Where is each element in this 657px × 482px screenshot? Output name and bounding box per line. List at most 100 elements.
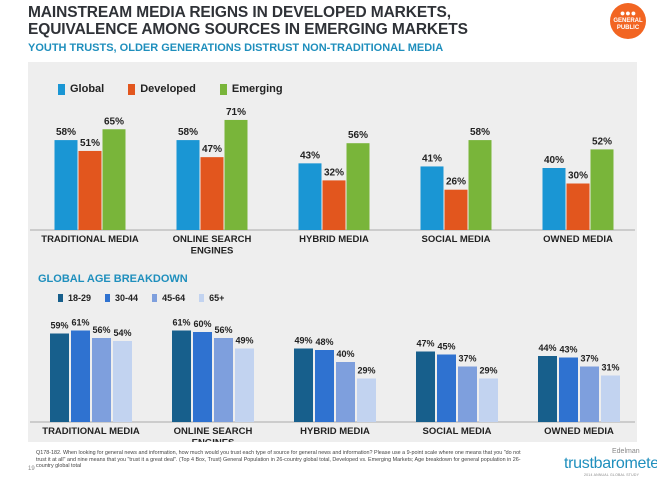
category-label-owned-media: OWNED MEDIA (544, 426, 614, 437)
legend-item-global: Global (58, 83, 104, 95)
bar-developed-owned-media (566, 183, 590, 230)
legend-swatch-18-29 (58, 294, 63, 302)
data-label-18-29-online-search-engines: 61% (172, 318, 190, 328)
legend-swatch-emerging (219, 83, 227, 95)
data-label-developed-traditional-media: 51% (80, 138, 100, 149)
bar-global-hybrid-media (298, 163, 322, 230)
bar-18-29-traditional-media (50, 333, 69, 422)
data-label-18-29-social-media: 47% (416, 339, 434, 349)
data-label-30-44-traditional-media: 61% (71, 318, 89, 328)
data-label-30-44-owned-media: 43% (559, 345, 577, 355)
data-label-emerging-hybrid-media: 56% (348, 130, 368, 141)
legend-item-30-44: 30-44 (105, 293, 138, 303)
title-line-1: MAINSTREAM MEDIA REIGNS IN DEVELOPED MAR… (28, 4, 451, 21)
bar-18-29-social-media (416, 351, 435, 422)
age-breakdown-title: GLOBAL AGE BREAKDOWN (38, 273, 188, 285)
legend-item-developed: Developed (128, 83, 196, 95)
trustbarometer-logo: trustbarometer (564, 455, 657, 472)
legend-label-emerging: Emerging (231, 83, 283, 95)
data-label-18-29-owned-media: 44% (538, 343, 556, 353)
data-label-developed-social-media: 26% (446, 177, 466, 188)
bar-65-traditional-media (113, 341, 132, 422)
badge-line-1: GENERAL (613, 18, 643, 24)
bar-30-44-social-media (437, 354, 456, 422)
category-label-owned-media: OWNED MEDIA (543, 234, 613, 245)
page-number: 19 (28, 466, 35, 472)
market-bar-chart: 58% 51% 65% TRADITIONAL MEDIA 58% 47% 71% ONLIN… (30, 107, 635, 257)
legend-label-65-plus: 65+ (209, 293, 225, 303)
legend-item-emerging: Emerging (219, 83, 283, 95)
bar-18-29-owned-media (538, 356, 557, 422)
data-label-emerging-social-media: 58% (470, 127, 490, 138)
bar-65-hybrid-media (357, 378, 376, 422)
data-label-65-online-search-engines: 49% (235, 336, 253, 346)
bar-emerging-traditional-media (102, 129, 126, 230)
badge-line-2: PUBLIC (616, 25, 640, 31)
legend-item-45-64: 45-64 (152, 293, 185, 303)
legend-label-30-44: 30-44 (115, 293, 139, 303)
data-label-45-64-online-search-engines: 56% (214, 325, 232, 335)
bar-65-social-media (479, 378, 498, 422)
page-title: MAINSTREAM MEDIA REIGNS IN DEVELOPED MAR… (28, 4, 468, 38)
data-label-45-64-owned-media: 37% (580, 354, 598, 364)
legend-swatch-65-plus (199, 294, 205, 302)
legend-label-18-29: 18-29 (68, 293, 92, 303)
bar-30-44-traditional-media (71, 330, 90, 422)
bar-18-29-online-search-engines (172, 330, 191, 422)
data-label-65-owned-media: 31% (601, 363, 619, 373)
bar-emerging-online-search-engines (224, 119, 248, 230)
bar-45-64-social-media (458, 366, 477, 422)
bar-developed-traditional-media (78, 150, 102, 230)
title-line-2: EQUIVALENCE AMONG SOURCES IN EMERGING MA… (28, 21, 468, 38)
data-label-45-64-traditional-media: 56% (92, 325, 110, 335)
data-label-30-44-hybrid-media: 48% (315, 337, 333, 347)
category-label-traditional-media: TRADITIONAL MEDIA (42, 426, 140, 437)
bar-18-29-hybrid-media (294, 348, 313, 422)
data-label-65-traditional-media: 54% (113, 328, 131, 338)
page-subtitle: YOUTH TRUSTS, OLDER GENERATIONS DISTRUST… (28, 42, 444, 54)
bar-developed-hybrid-media (322, 180, 346, 230)
legend-item-65-plus: 65+ (199, 293, 224, 303)
legend-swatch-45-64 (152, 294, 158, 302)
data-label-global-owned-media: 40% (544, 155, 564, 166)
data-label-45-64-hybrid-media: 40% (336, 349, 354, 359)
category-label-social-media: SOCIAL MEDIA (422, 234, 491, 245)
bar-30-44-hybrid-media (315, 350, 334, 422)
bar-global-social-media (420, 166, 444, 230)
bar-emerging-social-media (468, 140, 492, 230)
bar-45-64-owned-media (580, 366, 599, 422)
trust-by-market-chart-panel: Global Developed Emerging 58% 51% 65% TRADI… (28, 62, 637, 272)
legend-swatch-global (58, 83, 65, 95)
data-label-global-traditional-media: 58% (56, 127, 76, 138)
data-label-45-64-social-media: 37% (458, 354, 476, 364)
data-label-developed-owned-media: 30% (568, 171, 588, 182)
legend-item-18-29: 18-29 (58, 293, 91, 303)
category-label-hybrid-media: HYBRID MEDIA (300, 426, 370, 437)
bar-emerging-hybrid-media (346, 143, 370, 230)
data-label-developed-hybrid-media: 32% (324, 167, 344, 178)
data-label-18-29-traditional-media: 59% (50, 321, 68, 331)
bar-developed-online-search-engines (200, 157, 224, 230)
data-label-65-social-media: 29% (479, 366, 497, 376)
bar-30-44-owned-media (559, 357, 578, 422)
bar-global-owned-media (542, 168, 566, 230)
footnote: Q178-182. When looking for general news … (36, 450, 521, 470)
bar-emerging-owned-media (590, 149, 614, 230)
data-label-global-social-media: 41% (422, 153, 442, 164)
legend-swatch-developed (128, 83, 136, 95)
age-breakdown-chart-panel: GLOBAL AGE BREAKDOWN 18-29 30-44 45-64 6… (28, 268, 637, 442)
data-label-30-44-online-search-engines: 60% (193, 319, 211, 329)
bar-65-owned-media (601, 375, 620, 422)
bar-global-online-search-engines (176, 140, 200, 230)
data-label-18-29-hybrid-media: 49% (294, 336, 312, 346)
market-legend: Global Developed Emerging (58, 83, 283, 95)
data-label-emerging-online-search-engines: 71% (226, 107, 246, 118)
data-label-65-hybrid-media: 29% (357, 366, 375, 376)
bar-30-44-online-search-engines (193, 332, 212, 422)
category-label-traditional-media: TRADITIONAL MEDIA (41, 234, 139, 245)
bar-developed-social-media (444, 189, 468, 230)
bar-45-64-traditional-media (92, 338, 111, 422)
legend-label-developed: Developed (140, 83, 196, 95)
